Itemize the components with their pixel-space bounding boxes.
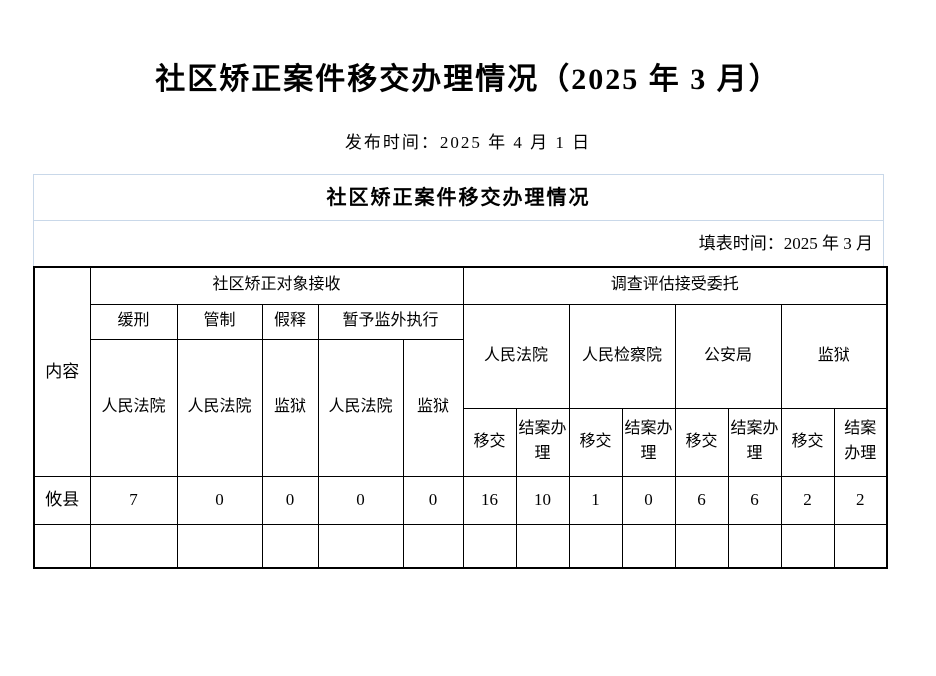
data-cell xyxy=(89,523,178,569)
data-cell: 0 xyxy=(176,475,263,525)
data-cell: 6 xyxy=(727,475,782,525)
data-cell: 0 xyxy=(621,475,676,525)
row-label-county xyxy=(33,523,91,569)
corner-header-content: 内容 xyxy=(33,266,91,477)
group-header-control: 管制 xyxy=(176,303,263,340)
data-cell: 10 xyxy=(515,475,570,525)
agency-header-court: 人民法院 xyxy=(462,303,570,409)
sub-header-probation-court: 人民法院 xyxy=(89,338,178,477)
data-cell xyxy=(176,523,263,569)
data-cell: 7 xyxy=(89,475,178,525)
row-label-county: 攸县 xyxy=(33,475,91,525)
data-cell xyxy=(462,523,517,569)
panel-title: 社区矫正案件移交办理情况 xyxy=(34,175,883,221)
data-cell xyxy=(727,523,782,569)
metric-header-transfer: 移交 xyxy=(568,407,623,477)
data-cell: 0 xyxy=(261,475,319,525)
data-cell: 16 xyxy=(462,475,517,525)
data-cell: 0 xyxy=(317,475,404,525)
data-cell xyxy=(261,523,319,569)
metric-header-closed: 结案办理 xyxy=(833,407,888,477)
metric-header-transfer: 移交 xyxy=(462,407,517,477)
data-cell xyxy=(568,523,623,569)
data-cell xyxy=(402,523,464,569)
data-cell: 2 xyxy=(833,475,888,525)
group-header-probation: 缓刑 xyxy=(89,303,178,340)
data-cell xyxy=(621,523,676,569)
data-cell: 1 xyxy=(568,475,623,525)
table-row xyxy=(33,523,888,569)
data-cell xyxy=(674,523,729,569)
group-header-temporary-outside: 暂予监外执行 xyxy=(317,303,464,340)
sub-header-parole-prison: 监狱 xyxy=(261,338,319,477)
group-header-parole: 假释 xyxy=(261,303,319,340)
table-row: 攸县 7 0 0 0 0 16 10 1 0 6 6 2 2 xyxy=(33,475,888,525)
data-cell: 2 xyxy=(780,475,835,525)
agency-header-police: 公安局 xyxy=(674,303,782,409)
metric-header-closed: 结案办理 xyxy=(727,407,782,477)
metric-header-transfer: 移交 xyxy=(674,407,729,477)
metric-header-closed: 结案办理 xyxy=(621,407,676,477)
data-cell xyxy=(833,523,888,569)
publish-time: 发布时间：2025 年 4 月 1 日 xyxy=(344,133,592,152)
section-header-reception: 社区矫正对象接收 xyxy=(89,266,464,305)
data-cell xyxy=(317,523,404,569)
sub-header-temporary-prison: 监狱 xyxy=(402,338,464,477)
agency-header-prison: 监狱 xyxy=(780,303,888,409)
fill-time: 填表时间：2025 年 3 月 xyxy=(698,234,873,253)
section-header-evaluation: 调查评估接受委托 xyxy=(462,266,888,305)
sub-header-control-court: 人民法院 xyxy=(176,338,263,477)
data-cell: 6 xyxy=(674,475,729,525)
sub-header-temporary-court: 人民法院 xyxy=(317,338,404,477)
metric-header-closed: 结案办理 xyxy=(515,407,570,477)
page-title: 社区矫正案件移交办理情况（2025 年 3 月） xyxy=(155,63,781,96)
community-correction-table: 内容 社区矫正对象接收 调查评估接受委托 缓刑 管制 假释 暂予监外执行 人民法… xyxy=(33,266,889,569)
metric-header-transfer: 移交 xyxy=(780,407,835,477)
agency-header-procuratorate: 人民检察院 xyxy=(568,303,676,409)
data-cell: 0 xyxy=(402,475,464,525)
table-header-panel: 社区矫正案件移交办理情况 填表时间：2025 年 3 月 xyxy=(33,174,884,266)
data-cell xyxy=(515,523,570,569)
data-cell xyxy=(780,523,835,569)
